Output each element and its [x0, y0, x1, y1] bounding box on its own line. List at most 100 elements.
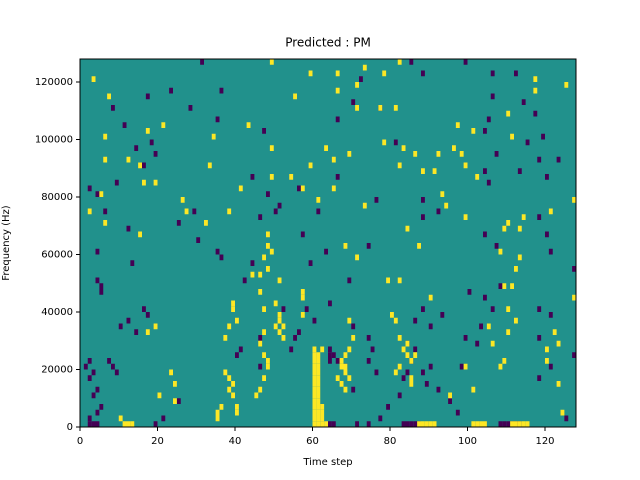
- heatmap-cell: [502, 358, 507, 364]
- heatmap-cell: [227, 208, 232, 215]
- heatmap-cell: [289, 346, 294, 353]
- heatmap-cell: [521, 421, 526, 427]
- heatmap-cell: [359, 76, 363, 82]
- heatmap-cell: [289, 174, 294, 180]
- heatmap-cell: [273, 208, 278, 215]
- heatmap-cell: [479, 421, 483, 427]
- heatmap-background: [80, 59, 576, 427]
- heatmap-cell: [312, 346, 317, 353]
- heatmap-cell: [378, 415, 383, 422]
- heatmap-cell: [409, 381, 414, 387]
- heatmap-cell: [355, 82, 359, 88]
- heatmap-cell: [510, 283, 514, 289]
- heatmap-cell: [111, 105, 115, 111]
- heatmap-cell: [235, 352, 239, 358]
- heatmap-cell: [533, 76, 538, 82]
- y-tick-label: 40000: [41, 307, 73, 318]
- heatmap-cell: [343, 352, 348, 358]
- heatmap-cell: [494, 243, 499, 249]
- heatmap-cell: [312, 317, 317, 324]
- heatmap-cell: [343, 363, 348, 370]
- heatmap-cell: [316, 392, 321, 399]
- heatmap-cell: [87, 208, 92, 215]
- heatmap-cell: [312, 358, 317, 364]
- heatmap-cell: [176, 398, 181, 404]
- heatmap-cell: [525, 139, 530, 146]
- heatmap-cell: [335, 375, 340, 381]
- heatmap-cell: [184, 208, 189, 215]
- heatmap-cell: [103, 156, 108, 163]
- heatmap-cell: [556, 340, 561, 347]
- heatmap-cell: [223, 369, 228, 376]
- heatmap-cell: [262, 329, 266, 335]
- heatmap-cell: [432, 421, 437, 427]
- heatmap-cell: [355, 421, 359, 427]
- x-tick-label: 0: [77, 436, 83, 447]
- x-tick-label: 80: [384, 436, 397, 447]
- heatmap-cell: [246, 122, 251, 128]
- heatmap-cell: [390, 312, 394, 318]
- heatmap-cell: [397, 335, 402, 341]
- heatmap-cell: [91, 421, 96, 427]
- heatmap-cell: [417, 421, 421, 427]
- heatmap-cell: [362, 202, 367, 209]
- heatmap-cell: [219, 404, 224, 410]
- heatmap-cell: [498, 283, 503, 289]
- heatmap-cell: [537, 214, 542, 220]
- heatmap-cell: [463, 162, 468, 169]
- heatmap-cell: [293, 335, 297, 341]
- heatmap-cell: [266, 191, 270, 197]
- heatmap-cell: [312, 375, 317, 381]
- heatmap-cell: [262, 352, 266, 358]
- heatmap-cell: [138, 231, 142, 238]
- heatmap-cell: [463, 363, 468, 370]
- heatmap-cell: [211, 133, 216, 140]
- heatmap-cell: [537, 375, 542, 381]
- heatmap-cell: [343, 386, 348, 393]
- heatmap-cell: [312, 386, 317, 393]
- heatmap-cell: [91, 76, 96, 82]
- heatmap-cell: [366, 358, 371, 364]
- heatmap-cell: [533, 87, 538, 94]
- heatmap-cell: [506, 306, 511, 312]
- heatmap-cell: [107, 93, 111, 100]
- heatmap-cell: [130, 421, 135, 427]
- heatmap-cell: [545, 346, 549, 353]
- heatmap-cell: [393, 317, 398, 324]
- heatmap-cell: [266, 243, 270, 249]
- heatmap-cell: [463, 335, 468, 341]
- heatmap-cell: [281, 323, 286, 330]
- heatmap-cell: [572, 197, 576, 203]
- heatmap-cell: [436, 151, 441, 157]
- heatmap-cell: [157, 392, 162, 399]
- heatmap-cell: [440, 312, 445, 318]
- chart-title: Predicted : PM: [285, 36, 371, 50]
- heatmap-cell: [316, 381, 321, 387]
- heatmap-cell: [401, 346, 406, 353]
- heatmap-cell: [401, 421, 406, 427]
- heatmap-cell: [262, 254, 266, 261]
- heatmap-cell: [405, 225, 410, 232]
- heatmap-cell: [273, 323, 278, 330]
- heatmap-cell: [486, 323, 491, 330]
- heatmap-cell: [250, 271, 255, 278]
- heatmap-cell: [421, 369, 425, 376]
- heatmap-cell: [118, 323, 123, 330]
- heatmap-cell: [324, 145, 328, 151]
- heatmap-cell: [467, 289, 472, 295]
- heatmap-cell: [548, 363, 553, 370]
- heatmap-cell: [316, 404, 321, 410]
- heatmap-cell: [393, 139, 398, 146]
- heatmap-cell: [328, 358, 332, 364]
- heatmap-cell: [269, 59, 274, 65]
- heatmap-cell: [572, 352, 576, 358]
- heatmap-cell: [312, 392, 317, 399]
- heatmap-cell: [99, 404, 104, 410]
- heatmap-cell: [83, 363, 88, 370]
- heatmap-cell: [316, 358, 321, 364]
- heatmap-cell: [351, 335, 356, 341]
- heatmap-cell: [405, 421, 410, 427]
- heatmap-cell: [347, 375, 352, 381]
- heatmap-cell: [564, 415, 569, 422]
